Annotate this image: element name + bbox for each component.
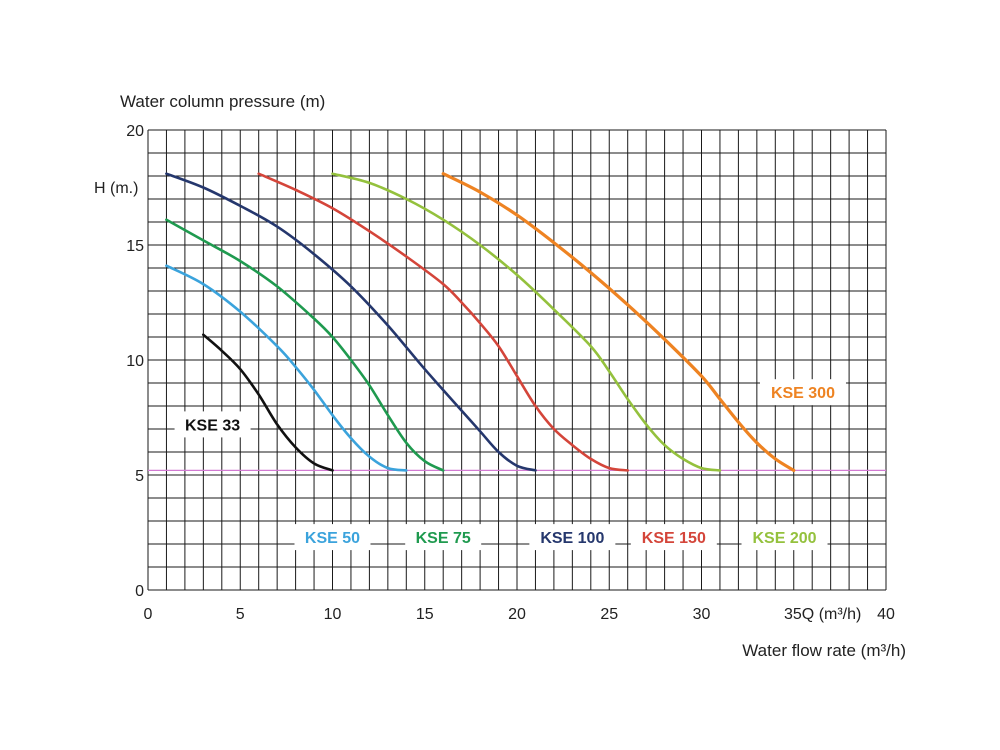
series-line-kse-33 xyxy=(202,333,334,472)
series-line-kse-200 xyxy=(331,172,722,472)
series-line-kse-50 xyxy=(165,264,408,472)
y-tick-label: 20 xyxy=(126,123,144,140)
series-label-bg-kse-75 xyxy=(405,524,482,551)
x-tick-label: 5 xyxy=(236,606,245,623)
tick-labels: 0 5 10 15 20 25 30 40 0 5 10 15 20 xyxy=(126,123,895,623)
series-label-bg-kse-200 xyxy=(741,524,828,551)
series-line-kse-75 xyxy=(165,218,445,472)
series-label-bg-kse-150 xyxy=(630,524,717,551)
series-label-bg-kse-300 xyxy=(759,379,846,406)
x-tick-label: 10 xyxy=(324,606,342,623)
x-tick-label: 25 xyxy=(600,606,618,623)
series-line-kse-150 xyxy=(257,172,629,472)
y-tick-label: 0 xyxy=(135,583,144,600)
y-tick-label: 5 xyxy=(135,468,144,485)
grid xyxy=(147,129,887,591)
series-line-kse-100 xyxy=(165,172,537,472)
series-label-bg-kse-33 xyxy=(174,411,251,438)
x-end-label: 35Q (m³/h) xyxy=(784,606,861,623)
series-label-kse-200: KSE 200 xyxy=(753,530,817,547)
series-label-kse-300: KSE 300 xyxy=(771,385,835,402)
series-lines xyxy=(165,172,796,472)
series-label-bg-kse-50 xyxy=(294,524,371,551)
x-tick-label: 40 xyxy=(877,606,895,623)
y-axis-title: Water column pressure (m) xyxy=(120,92,325,111)
x-tick-label: 15 xyxy=(416,606,434,623)
series-label-kse-100: KSE 100 xyxy=(540,530,604,547)
series-label-kse-33: KSE 33 xyxy=(185,417,240,434)
series-label-kse-50: KSE 50 xyxy=(305,530,360,547)
x-tick-label: 0 xyxy=(144,606,153,623)
series-label-kse-150: KSE 150 xyxy=(642,530,706,547)
x-axis-title: Water flow rate (m³/h) xyxy=(742,641,906,660)
x-tick-label: 30 xyxy=(693,606,711,623)
series-line-kse-300 xyxy=(441,172,796,472)
x-tick-label: 20 xyxy=(508,606,526,623)
y-marker-label: H (m.) xyxy=(94,180,138,197)
y-tick-label: 15 xyxy=(126,238,144,255)
series-labels: KSE 33 KSE 50 KSE 75 KSE 100 KSE 150 KSE 200 K… xyxy=(174,379,846,551)
series-label-bg-kse-100 xyxy=(529,524,616,551)
series-label-kse-75: KSE 75 xyxy=(416,530,471,547)
y-tick-label: 10 xyxy=(126,353,144,370)
